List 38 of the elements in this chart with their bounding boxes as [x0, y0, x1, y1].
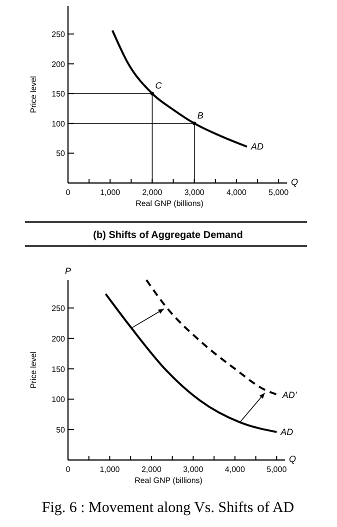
x-tick-label: 4,000 [226, 188, 248, 197]
annotation: B [197, 110, 204, 120]
y-tick-label: 100 [52, 395, 66, 404]
x-tick-label: 5,000 [268, 188, 290, 197]
text: Q [289, 454, 296, 464]
line-series [104, 292, 278, 434]
series-label: AD [280, 427, 294, 438]
y-axis-title: Price level [29, 76, 38, 113]
x-axis-title: Real GNP (billions) [136, 199, 204, 208]
x-axis-title: Real GNP (billions) [134, 476, 203, 485]
x-tick-label: 3,000 [183, 465, 204, 474]
y-tick-label: 250 [52, 30, 66, 40]
x-tick-label: 1,000 [100, 465, 120, 474]
x-tick-label: 1,000 [100, 188, 121, 197]
x-tick-label: 3,000 [184, 188, 205, 197]
y-tick-label: 50 [56, 149, 66, 158]
x-tick-label: 5,000 [266, 465, 288, 474]
caption: Fig. 6 : Movement along Vs. Shifts of AD [42, 500, 294, 516]
chart-title: (b) Shifts of Aggregate Demand [93, 230, 243, 241]
line-series [145, 279, 280, 396]
text: P [65, 266, 72, 276]
legend-label: AD' [281, 390, 297, 400]
y-tick-label: 200 [52, 60, 66, 69]
annotation: C [155, 80, 162, 91]
y-tick-label: 200 [52, 334, 66, 344]
x-tick-label: 2,000 [141, 465, 162, 474]
y-tick-label: 150 [52, 364, 66, 374]
y-tick-label: 50 [56, 426, 66, 435]
x-tick-label: 2,000 [142, 188, 163, 197]
y-tick-label: 250 [52, 304, 66, 313]
x-tick-label: 0 [66, 465, 71, 474]
x-tick-label: 0 [66, 188, 71, 197]
text: Q [291, 177, 298, 187]
x-tick-label: 4,000 [224, 465, 246, 474]
series-label: AD [250, 142, 264, 152]
y-tick-label: 150 [52, 90, 66, 99]
y-tick-label: 100 [52, 119, 66, 128]
y-axis-title: Price level [29, 351, 38, 388]
